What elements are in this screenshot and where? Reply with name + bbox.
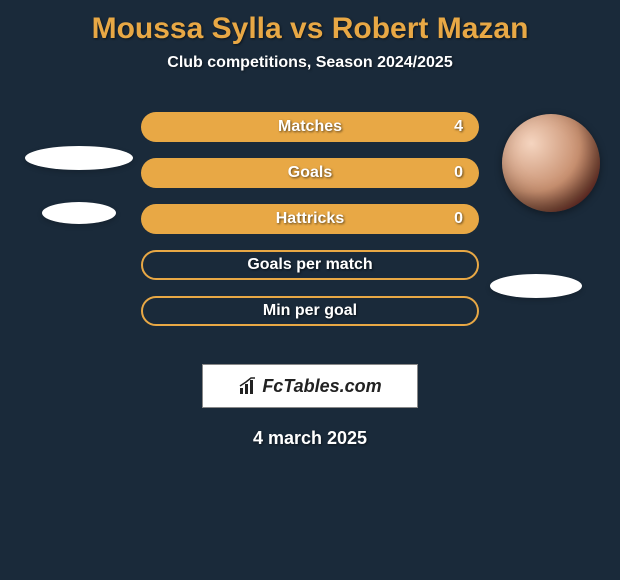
page-title: Moussa Sylla vs Robert Mazan (0, 0, 620, 54)
stat-row-matches: Matches 4 (141, 112, 479, 142)
stat-value-right: 0 (454, 164, 463, 182)
stat-label: Goals (288, 164, 332, 182)
stat-row-goals: Goals 0 (141, 158, 479, 188)
player-right-avatar (502, 114, 600, 212)
brand-text: FcTables.com (262, 376, 381, 397)
stat-row-min-per-goal: Min per goal (141, 296, 479, 326)
stat-label: Matches (278, 118, 342, 136)
stat-label: Goals per match (247, 256, 372, 274)
player-right-area (502, 114, 600, 212)
placeholder-blob (25, 146, 133, 170)
stat-value-right: 0 (454, 210, 463, 228)
stat-label: Min per goal (263, 302, 357, 320)
placeholder-blob (42, 202, 116, 224)
placeholder-blob (490, 274, 582, 298)
stat-bars: Matches 4 Goals 0 Hattricks 0 Goals per … (141, 92, 479, 326)
content-area: Matches 4 Goals 0 Hattricks 0 Goals per … (0, 92, 620, 352)
stat-value-right: 4 (454, 118, 463, 136)
chart-icon (238, 376, 258, 396)
page-subtitle: Club competitions, Season 2024/2025 (0, 54, 620, 92)
date-label: 4 march 2025 (0, 408, 620, 449)
stat-row-goals-per-match: Goals per match (141, 250, 479, 280)
comparison-infographic: Moussa Sylla vs Robert Mazan Club compet… (0, 0, 620, 449)
stat-row-hattricks: Hattricks 0 (141, 204, 479, 234)
brand-logo: FcTables.com (202, 364, 418, 408)
stat-label: Hattricks (276, 210, 344, 228)
